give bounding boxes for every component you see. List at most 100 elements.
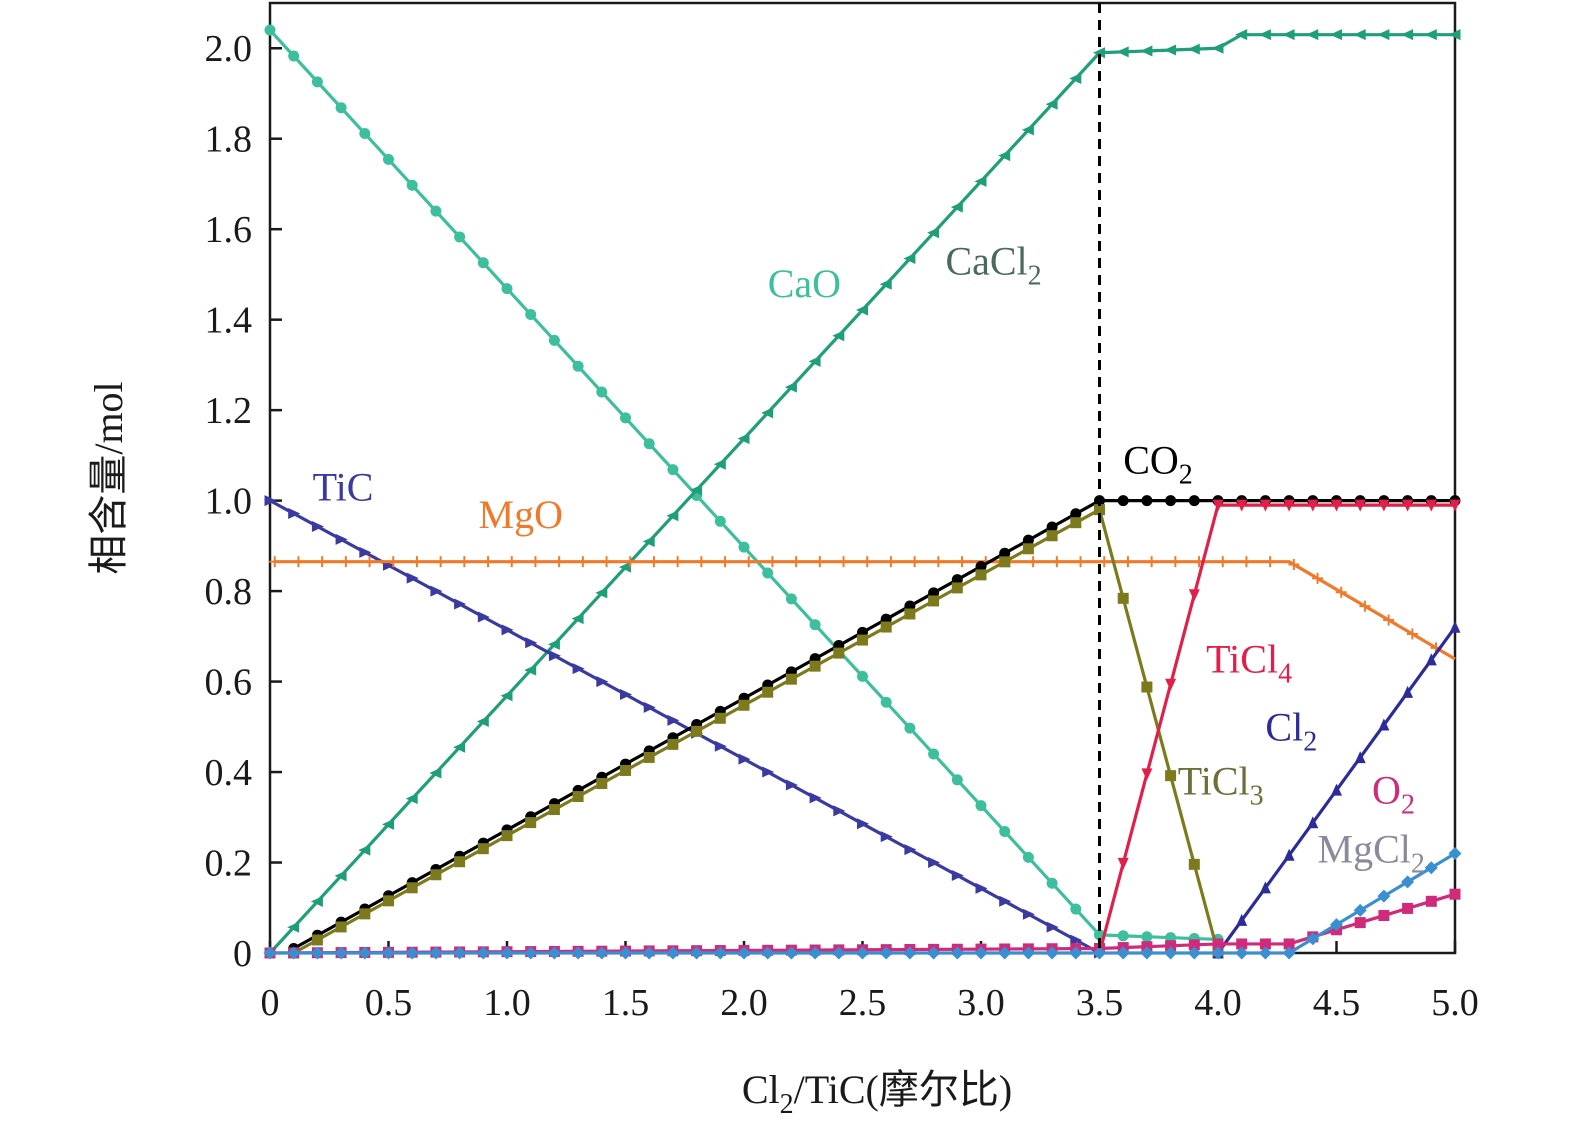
data-point-marker: [1212, 499, 1224, 512]
data-point-marker: [1164, 946, 1178, 960]
y-tick-label: 0.6: [205, 662, 253, 704]
series-label-co2: CO2: [1123, 437, 1193, 490]
series-label-mgo: MgO: [479, 492, 563, 537]
x-tick-label: 1.5: [602, 982, 650, 1024]
data-point-marker: [476, 946, 490, 960]
data-point-marker: [596, 676, 609, 688]
data-point-marker: [335, 102, 347, 114]
data-point-marker: [643, 438, 655, 450]
data-point-marker: [1283, 848, 1295, 861]
data-point-marker: [784, 946, 798, 960]
data-point-marker: [454, 231, 466, 243]
data-point-marker: [879, 946, 893, 960]
y-tick-label: 1.8: [205, 119, 253, 161]
data-point-marker: [1117, 592, 1129, 604]
data-point-marker: [288, 508, 301, 520]
data-point-marker: [785, 593, 797, 605]
data-point-marker: [1165, 770, 1177, 782]
x-tick-label: 5.0: [1431, 982, 1479, 1024]
data-point-marker: [1306, 29, 1319, 41]
x-tick-label: 0.5: [365, 982, 413, 1024]
data-point-marker: [620, 688, 632, 700]
data-point-marker: [477, 611, 490, 623]
data-point-marker: [1022, 908, 1035, 920]
data-point-marker: [1236, 499, 1248, 512]
x-tick-label: 3.0: [957, 982, 1005, 1024]
data-point-marker: [430, 869, 442, 881]
data-point-marker: [477, 843, 489, 855]
data-point-marker: [642, 946, 656, 960]
data-point-marker: [762, 567, 774, 579]
data-point-marker: [620, 412, 631, 424]
series-label-ticl3: TiCl3: [1178, 759, 1264, 812]
data-point-marker: [572, 791, 584, 803]
data-point-marker: [358, 946, 372, 960]
data-point-marker: [738, 541, 750, 553]
data-point-marker: [1022, 534, 1034, 546]
data-point-marker: [430, 205, 442, 217]
data-point-marker: [1141, 768, 1153, 781]
data-point-marker: [1117, 930, 1129, 942]
data-point-marker: [690, 946, 704, 960]
data-point-marker: [762, 686, 774, 698]
data-point-marker: [1165, 495, 1177, 507]
data-point-marker: [476, 716, 489, 728]
data-point-marker: [974, 175, 987, 187]
data-point-marker: [690, 484, 703, 496]
plot-area: [268, 1, 1457, 955]
data-point-marker: [1283, 499, 1295, 512]
data-point-marker: [714, 712, 726, 724]
data-point-marker: [1093, 946, 1106, 960]
data-point-marker: [737, 433, 750, 445]
data-point-marker: [785, 779, 798, 791]
data-point-marker: [1378, 499, 1390, 512]
data-point-marker: [405, 793, 418, 805]
data-point-marker: [951, 869, 964, 881]
x-tick-label: 4.5: [1313, 982, 1361, 1024]
data-point-marker: [406, 882, 418, 894]
data-point-marker: [974, 946, 988, 960]
data-point-marker: [383, 895, 394, 907]
data-point-marker: [405, 946, 419, 960]
data-point-marker: [311, 520, 324, 532]
data-point-marker: [359, 908, 371, 920]
data-point-marker: [1094, 504, 1105, 516]
x-tick-label: 3.5: [1076, 982, 1124, 1024]
data-point-marker: [1188, 495, 1200, 507]
data-point-marker: [903, 946, 917, 960]
data-point-marker: [548, 334, 560, 346]
data-point-marker: [1402, 685, 1414, 698]
data-point-marker: [1046, 530, 1058, 542]
data-point-marker: [1425, 895, 1437, 907]
data-point-marker: [334, 870, 347, 882]
data-point-marker: [880, 621, 892, 633]
data-point-marker: [1307, 499, 1319, 512]
data-point-marker: [1424, 861, 1438, 875]
data-point-marker: [1282, 946, 1296, 960]
data-point-marker: [335, 921, 347, 933]
data-point-marker: [1354, 917, 1366, 929]
data-point-marker: [1283, 938, 1295, 950]
series-layer: [263, 24, 1462, 960]
data-point-marker: [1401, 29, 1414, 41]
data-point-marker: [927, 946, 941, 960]
data-point-marker: [950, 946, 964, 960]
y-tick-label: 0.4: [205, 752, 253, 794]
data-point-marker: [1165, 940, 1177, 952]
data-point-marker: [453, 946, 467, 960]
data-point-marker: [1259, 938, 1271, 950]
data-point-marker: [666, 946, 680, 960]
data-point-marker: [1211, 42, 1224, 54]
data-point-marker: [713, 946, 727, 960]
data-point-marker: [1448, 29, 1461, 41]
data-point-marker: [809, 792, 822, 804]
y-tick-label: 0.8: [205, 571, 253, 613]
data-point-marker: [1354, 751, 1366, 764]
data-point-marker: [547, 638, 560, 650]
x-tick-label: 4.0: [1194, 982, 1242, 1024]
data-point-marker: [928, 595, 940, 607]
data-point-marker: [1259, 499, 1271, 512]
data-point-marker: [547, 946, 561, 960]
data-point-marker: [619, 946, 632, 960]
